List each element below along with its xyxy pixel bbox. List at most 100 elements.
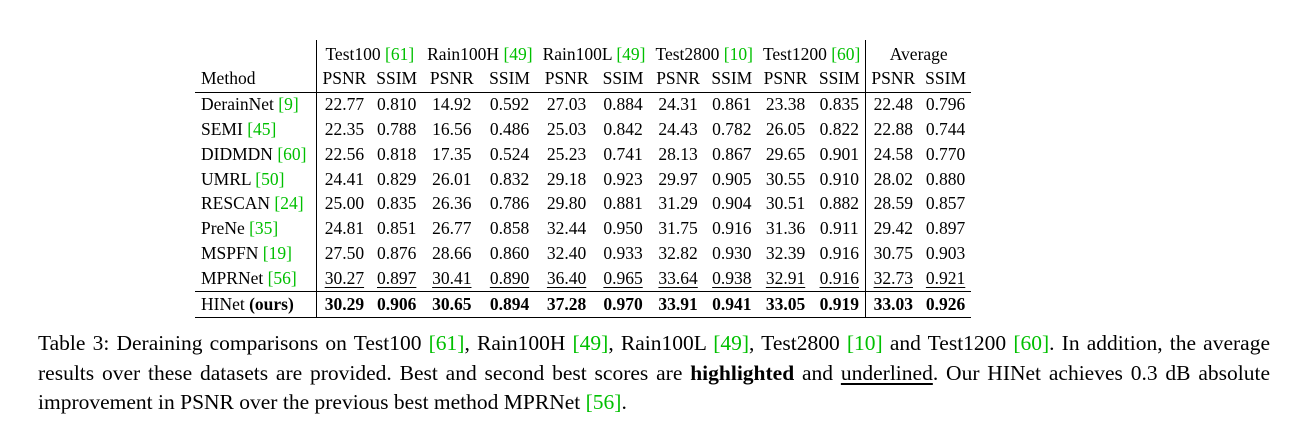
citation-link[interactable]: [24]: [274, 193, 304, 214]
psnr-value: 26.77: [432, 218, 472, 239]
psnr-value: 28.59: [873, 193, 913, 214]
psnr-value-cell: 29.65: [758, 142, 813, 167]
method-name: PreNe: [201, 218, 245, 239]
ssim-value: 0.788: [377, 119, 417, 140]
ssim-value: 0.897: [377, 267, 417, 288]
method-name: UMRL: [201, 168, 251, 189]
psnr-value-cell: 33.03: [865, 291, 921, 318]
method-suffix: (ours): [249, 293, 294, 314]
citation-link[interactable]: [61]: [385, 43, 415, 64]
empty-corner-cell: [195, 40, 317, 67]
citation-link[interactable]: [49]: [713, 331, 750, 355]
citation-link[interactable]: [35]: [249, 218, 279, 239]
ssim-value-cell: 0.905: [706, 167, 758, 192]
psnr-value-cell: 22.56: [316, 142, 372, 167]
ssim-value-cell: 0.818: [371, 142, 422, 167]
psnr-value-cell: 24.58: [865, 142, 921, 167]
group-header-rain100h: Rain100H [49]: [427, 43, 533, 64]
psnr-value: 36.40: [546, 267, 587, 288]
psnr-value-cell: 31.36: [758, 217, 813, 242]
ssim-value: 0.858: [489, 218, 530, 239]
citation-link[interactable]: [45]: [247, 119, 277, 140]
citation-link[interactable]: [60]: [277, 143, 307, 164]
ssim-value-cell: 0.916: [813, 266, 866, 292]
psnr-value: 29.42: [873, 218, 913, 239]
psnr-value: 26.05: [765, 119, 806, 140]
ssim-value-cell: 0.930: [706, 241, 758, 266]
psnr-value-cell: 32.40: [538, 241, 596, 266]
psnr-value: 28.13: [658, 143, 698, 164]
ssim-value: 0.930: [712, 243, 752, 264]
citation-link[interactable]: [9]: [278, 94, 299, 115]
psnr-value: 32.39: [765, 243, 806, 264]
psnr-value-cell: 33.91: [650, 291, 706, 318]
psnr-value-cell: 17.35: [422, 142, 481, 167]
ssim-value-cell: 0.857: [920, 192, 971, 217]
group-header-test2800: Test2800 [10]: [655, 43, 753, 64]
table-group-header-row: Test100 [61] Rain100H [49] Rain100L [49]…: [195, 40, 972, 67]
caption-paragraph: Table 3: Deraining comparisons on Test10…: [38, 331, 1270, 414]
citation-link[interactable]: [56]: [585, 390, 622, 414]
psnr-value: 32.73: [873, 267, 913, 288]
citation-link[interactable]: [60]: [1013, 331, 1050, 355]
table-body: DerainNet [9] 22.77 0.810 14.92 0.592 27.03 0.…: [195, 92, 972, 318]
metric-header-ssim: SSIM: [920, 66, 972, 93]
psnr-value: 22.48: [873, 94, 913, 115]
psnr-value: 29.97: [658, 168, 698, 189]
citation-link[interactable]: [50]: [255, 168, 285, 189]
citation-link[interactable]: [60]: [831, 43, 861, 64]
ssim-value-cell: 0.829: [371, 167, 422, 192]
psnr-value: 33.91: [658, 293, 698, 314]
ssim-value: 0.524: [489, 143, 530, 164]
ssim-value-cell: 0.894: [481, 291, 538, 318]
method-name-cell: SEMI [45]: [195, 117, 317, 142]
ssim-value: 0.884: [603, 94, 643, 115]
ssim-value: 0.867: [712, 143, 752, 164]
table-row: MPRNet [56] 30.27 0.897 30.41 0.890 36.40 0.96…: [195, 266, 972, 292]
ssim-value: 0.741: [603, 143, 643, 164]
ssim-value-cell: 0.835: [371, 192, 422, 217]
ssim-value: 0.916: [819, 243, 859, 264]
caption-underlined-word: underlined: [840, 360, 933, 385]
citation-link[interactable]: [61]: [428, 331, 465, 355]
metric-header-psnr: PSNR: [650, 66, 706, 93]
psnr-value-cell: 33.05: [757, 291, 814, 318]
ssim-value: 0.916: [712, 218, 752, 239]
citation-link[interactable]: [10]: [723, 43, 753, 64]
ssim-value-cell: 0.861: [706, 92, 758, 117]
table-caption: Table 3: Deraining comparisons on Test10…: [38, 329, 1270, 418]
ssim-value: 0.882: [819, 193, 859, 214]
ssim-value-cell: 0.486: [481, 117, 537, 142]
psnr-value: 22.35: [324, 119, 365, 140]
psnr-value-cell: 28.02: [865, 166, 921, 192]
psnr-value: 25.23: [546, 143, 587, 164]
psnr-value-cell: 24.31: [650, 92, 705, 117]
citation-link[interactable]: [49]: [616, 43, 646, 64]
ssim-value-cell: 0.842: [596, 117, 651, 142]
psnr-value: 30.41: [432, 267, 472, 288]
table-row: SEMI [45] 22.35 0.788 16.56 0.486 25.03 0.842 2…: [195, 117, 971, 143]
psnr-value: 29.80: [546, 193, 587, 214]
citation-link[interactable]: [56]: [267, 267, 297, 288]
ssim-value-cell: 0.858: [481, 217, 537, 242]
psnr-value: 30.51: [765, 193, 806, 214]
metric-header-ssim: SSIM: [481, 66, 538, 93]
ssim-value: 0.842: [603, 119, 643, 140]
psnr-value-cell: 22.77: [316, 92, 372, 118]
psnr-value-cell: 25.23: [538, 142, 596, 167]
ssim-value: 0.835: [819, 94, 859, 115]
psnr-value: 30.55: [765, 168, 806, 189]
psnr-value-cell: 29.97: [650, 167, 705, 192]
ssim-value: 0.890: [489, 267, 530, 288]
citation-link[interactable]: [49]: [572, 331, 609, 355]
citation-link[interactable]: [10]: [846, 331, 883, 355]
ssim-value: 0.786: [489, 193, 530, 214]
citation-link[interactable]: [49]: [503, 43, 533, 64]
ssim-value-cell: 0.881: [596, 192, 651, 217]
method-name: SEMI: [201, 119, 243, 140]
ssim-value-cell: 0.933: [596, 241, 651, 266]
psnr-value: 29.18: [546, 168, 587, 189]
ssim-value-cell: 0.884: [596, 92, 651, 117]
ssim-value-cell: 0.741: [596, 142, 651, 167]
citation-link[interactable]: [19]: [262, 243, 292, 264]
